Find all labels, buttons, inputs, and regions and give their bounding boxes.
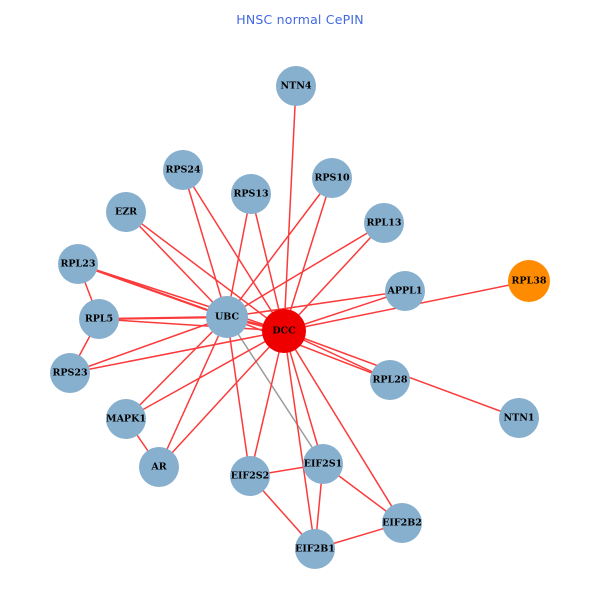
graph-edge — [125, 211, 285, 332]
graph-edge — [98, 315, 228, 321]
node-circle[interactable] — [295, 529, 335, 569]
graph-edge — [226, 316, 324, 465]
graph-edge — [77, 263, 285, 332]
node-circle[interactable] — [364, 203, 404, 243]
node-circle[interactable] — [206, 296, 248, 338]
graph-node-rps13[interactable]: RPS13 — [231, 174, 271, 214]
graph-node-rpl28[interactable]: RPL28 — [370, 360, 410, 400]
graph-edge — [158, 316, 228, 468]
node-circle[interactable] — [262, 309, 306, 353]
graph-edge — [283, 222, 385, 332]
graph-edge — [283, 330, 403, 524]
graph-node-appl1[interactable]: APPL1 — [385, 271, 425, 311]
graph-edge — [226, 290, 406, 318]
graph-edge — [283, 177, 333, 332]
graph-node-dcc[interactable]: DCC — [262, 309, 306, 353]
node-circle[interactable] — [231, 174, 271, 214]
node-circle[interactable] — [382, 503, 422, 543]
graph-edge — [226, 222, 385, 318]
graph-node-rpl13[interactable]: RPL13 — [364, 203, 404, 243]
graph-edge — [283, 330, 316, 550]
node-circle[interactable] — [499, 398, 539, 438]
graph-edge — [182, 169, 228, 318]
graph-node-ntn4[interactable]: NTN4 — [276, 66, 316, 106]
graph-node-ezr[interactable]: EZR — [106, 192, 146, 232]
graph-node-rps24[interactable]: RPS24 — [163, 150, 203, 190]
graph-node-mapk1[interactable]: MAPK1 — [106, 399, 146, 439]
graph-edge — [226, 316, 251, 477]
node-circle[interactable] — [50, 353, 90, 393]
graph-node-ntn1[interactable]: NTN1 — [499, 398, 539, 438]
node-circle[interactable] — [303, 444, 343, 484]
node-circle[interactable] — [385, 271, 425, 311]
graph-edge — [158, 330, 285, 468]
graph-edge — [125, 316, 228, 420]
graph-edge — [283, 85, 297, 332]
graph-edge — [283, 330, 324, 465]
graph-edge — [226, 316, 391, 381]
node-circle[interactable] — [106, 399, 146, 439]
graph-node-eif2s1[interactable]: EIF2S1 — [303, 444, 343, 484]
graph-edge — [69, 316, 228, 374]
graph-edge — [249, 330, 285, 477]
node-circle[interactable] — [79, 299, 119, 339]
graph-edge — [125, 330, 285, 420]
graph-node-ar[interactable]: AR — [139, 447, 179, 487]
graph-edge — [98, 318, 285, 332]
graph-node-rps23[interactable]: RPS23 — [50, 353, 90, 393]
graph-edge — [125, 211, 228, 318]
node-circle[interactable] — [163, 150, 203, 190]
page-title: HNSC normal CePIN — [236, 12, 364, 27]
node-circle[interactable] — [106, 192, 146, 232]
graph-node-eif2b2[interactable]: EIF2B2 — [382, 503, 422, 543]
graph-edge — [226, 177, 333, 318]
node-circle[interactable] — [139, 447, 179, 487]
graph-node-ubc[interactable]: UBC — [206, 296, 248, 338]
node-circle[interactable] — [312, 158, 352, 198]
node-circle[interactable] — [370, 360, 410, 400]
node-circle[interactable] — [276, 66, 316, 106]
graph-edge — [69, 330, 285, 374]
graph-node-rpl23[interactable]: RPL23 — [58, 244, 98, 284]
graph-node-rpl38[interactable]: RPL38 — [508, 260, 550, 302]
node-circle[interactable] — [508, 260, 550, 302]
graph-node-eif2b1[interactable]: EIF2B1 — [295, 529, 335, 569]
node-circle[interactable] — [58, 244, 98, 284]
node-circle[interactable] — [230, 456, 270, 496]
graph-node-rps10[interactable]: RPS10 — [312, 158, 352, 198]
graph-edge — [182, 169, 285, 332]
graph-node-rpl5[interactable]: RPL5 — [79, 299, 119, 339]
graph-node-eif2s2[interactable]: EIF2S2 — [230, 456, 270, 496]
